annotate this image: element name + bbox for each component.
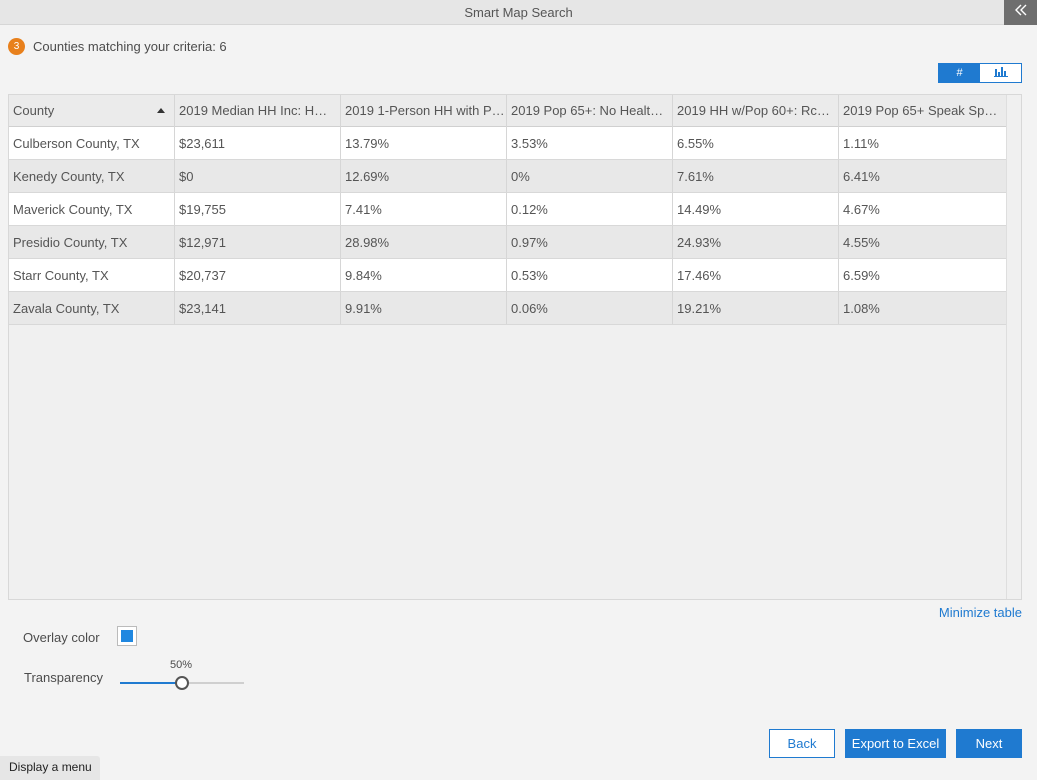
table-cell: Maverick County, TX — [9, 193, 175, 225]
table-cell: Culberson County, TX — [9, 127, 175, 159]
overlay-color-label: Overlay color — [23, 630, 100, 645]
table-cell: 4.55% — [839, 226, 1007, 258]
column-header-label: County — [13, 103, 55, 118]
bar-chart-icon — [993, 66, 1008, 80]
view-toggle: # — [938, 63, 1022, 83]
overlay-color-picker[interactable] — [117, 626, 137, 646]
table-scrollbar[interactable] — [1006, 95, 1021, 599]
table-cell: 0.53% — [507, 259, 673, 291]
table-cell: 13.79% — [341, 127, 507, 159]
table-cell: $20,737 — [175, 259, 341, 291]
transparency-value: 50% — [170, 659, 193, 671]
step-header: 3 Counties matching your criteria: 6 — [8, 38, 227, 55]
table-cell: 1.11% — [839, 127, 1007, 159]
table-row[interactable]: Maverick County, TX $19,755 7.41% 0.12% … — [9, 193, 1007, 226]
table-cell: 7.41% — [341, 193, 507, 225]
display-menu-button[interactable]: Display a menu — [0, 756, 100, 780]
table-cell: 0.06% — [507, 292, 673, 324]
export-to-excel-button[interactable]: Export to Excel — [845, 729, 946, 758]
transparency-label: Transparency — [24, 670, 103, 685]
column-header-hh-pop60[interactable]: 2019 HH w/Pop 60+: Rc… — [673, 95, 839, 127]
table-row[interactable]: Presidio County, TX $12,971 28.98% 0.97%… — [9, 226, 1007, 259]
table-row[interactable]: Culberson County, TX $23,611 13.79% 3.53… — [9, 127, 1007, 160]
table-body: Culberson County, TX $23,611 13.79% 3.53… — [9, 127, 1007, 325]
table-header: County 2019 Median HH Inc: H… 2019 1-Per… — [9, 95, 1007, 127]
results-count-text: Counties matching your criteria: 6 — [33, 39, 227, 54]
table-cell: 0.97% — [507, 226, 673, 258]
column-header-county[interactable]: County — [9, 95, 175, 127]
table-cell: 17.46% — [673, 259, 839, 291]
table-cell: Zavala County, TX — [9, 292, 175, 324]
table-cell: 9.84% — [341, 259, 507, 291]
collapse-panel-button[interactable] — [1004, 0, 1037, 25]
table-row[interactable]: Starr County, TX $20,737 9.84% 0.53% 17.… — [9, 259, 1007, 292]
column-header-one-person-hh[interactable]: 2019 1-Person HH with P… — [341, 95, 507, 127]
transparency-slider-fill — [120, 682, 182, 684]
table-cell: 1.08% — [839, 292, 1007, 324]
table-cell: 14.49% — [673, 193, 839, 225]
overlay-color-swatch — [121, 630, 133, 642]
sort-ascending-icon — [157, 108, 165, 113]
double-chevron-left-icon — [1014, 3, 1028, 22]
table-view-button[interactable]: # — [939, 64, 980, 82]
table-cell: 0% — [507, 160, 673, 192]
table-cell: Starr County, TX — [9, 259, 175, 291]
table-cell: 3.53% — [507, 127, 673, 159]
table-cell: 7.61% — [673, 160, 839, 192]
table-row[interactable]: Kenedy County, TX $0 12.69% 0% 7.61% 6.4… — [9, 160, 1007, 193]
table-cell: 12.69% — [341, 160, 507, 192]
window-title: Smart Map Search — [464, 5, 573, 20]
transparency-slider-thumb[interactable] — [175, 676, 189, 690]
results-table: County 2019 Median HH Inc: H… 2019 1-Per… — [8, 94, 1022, 600]
table-cell: 28.98% — [341, 226, 507, 258]
step-number-badge: 3 — [8, 38, 25, 55]
title-bar: Smart Map Search — [0, 0, 1037, 25]
table-cell: 6.55% — [673, 127, 839, 159]
table-cell: 4.67% — [839, 193, 1007, 225]
table-cell: 24.93% — [673, 226, 839, 258]
table-row[interactable]: Zavala County, TX $23,141 9.91% 0.06% 19… — [9, 292, 1007, 325]
table-cell: 0.12% — [507, 193, 673, 225]
table-cell: 6.41% — [839, 160, 1007, 192]
table-cell: 9.91% — [341, 292, 507, 324]
table-cell: 19.21% — [673, 292, 839, 324]
table-cell: $12,971 — [175, 226, 341, 258]
transparency-slider[interactable] — [120, 676, 244, 690]
column-header-pop65-no-health[interactable]: 2019 Pop 65+: No Healt… — [507, 95, 673, 127]
table-cell: $23,611 — [175, 127, 341, 159]
table-cell: $23,141 — [175, 292, 341, 324]
table-cell: Kenedy County, TX — [9, 160, 175, 192]
table-cell: Presidio County, TX — [9, 226, 175, 258]
table-cell: $19,755 — [175, 193, 341, 225]
table-cell: $0 — [175, 160, 341, 192]
next-button[interactable]: Next — [956, 729, 1022, 758]
minimize-table-link[interactable]: Minimize table — [938, 605, 1022, 620]
back-button[interactable]: Back — [769, 729, 835, 758]
column-header-pop65-speak-spanish[interactable]: 2019 Pop 65+ Speak Sp… — [839, 95, 1007, 127]
column-header-median-hh-income[interactable]: 2019 Median HH Inc: H… — [175, 95, 341, 127]
chart-view-button[interactable] — [980, 64, 1021, 82]
table-cell: 6.59% — [839, 259, 1007, 291]
